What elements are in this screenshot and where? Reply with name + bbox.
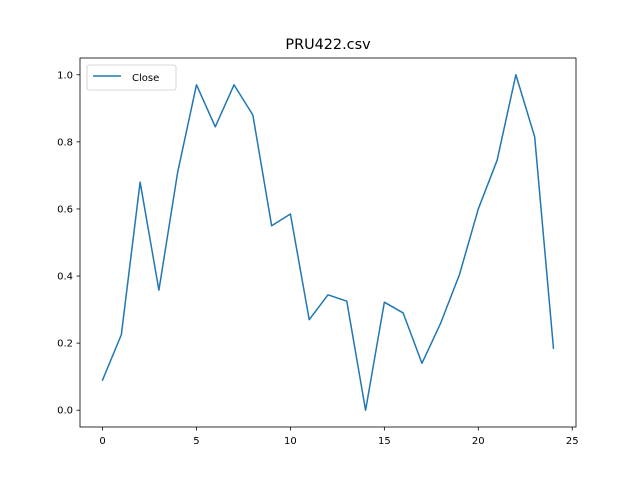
x-tick-label: 10 (284, 436, 297, 447)
y-tick-label: 0.0 (57, 406, 73, 417)
x-tick-label: 5 (193, 436, 199, 447)
x-tick-label: 25 (566, 436, 579, 447)
y-tick-label: 0.4 (57, 272, 73, 283)
legend-label-close: Close (132, 73, 159, 84)
x-tick-label: 20 (472, 436, 485, 447)
x-tick-label: 15 (378, 436, 391, 447)
legend: Close (87, 65, 176, 90)
chart-title: PRU422.csv (285, 37, 371, 53)
y-tick-label: 0.6 (57, 204, 73, 215)
y-tick-label: 0.2 (57, 339, 73, 350)
y-tick-label: 0.8 (57, 137, 73, 148)
y-tick-label: 1.0 (57, 70, 73, 81)
x-tick-label: 0 (99, 436, 105, 447)
